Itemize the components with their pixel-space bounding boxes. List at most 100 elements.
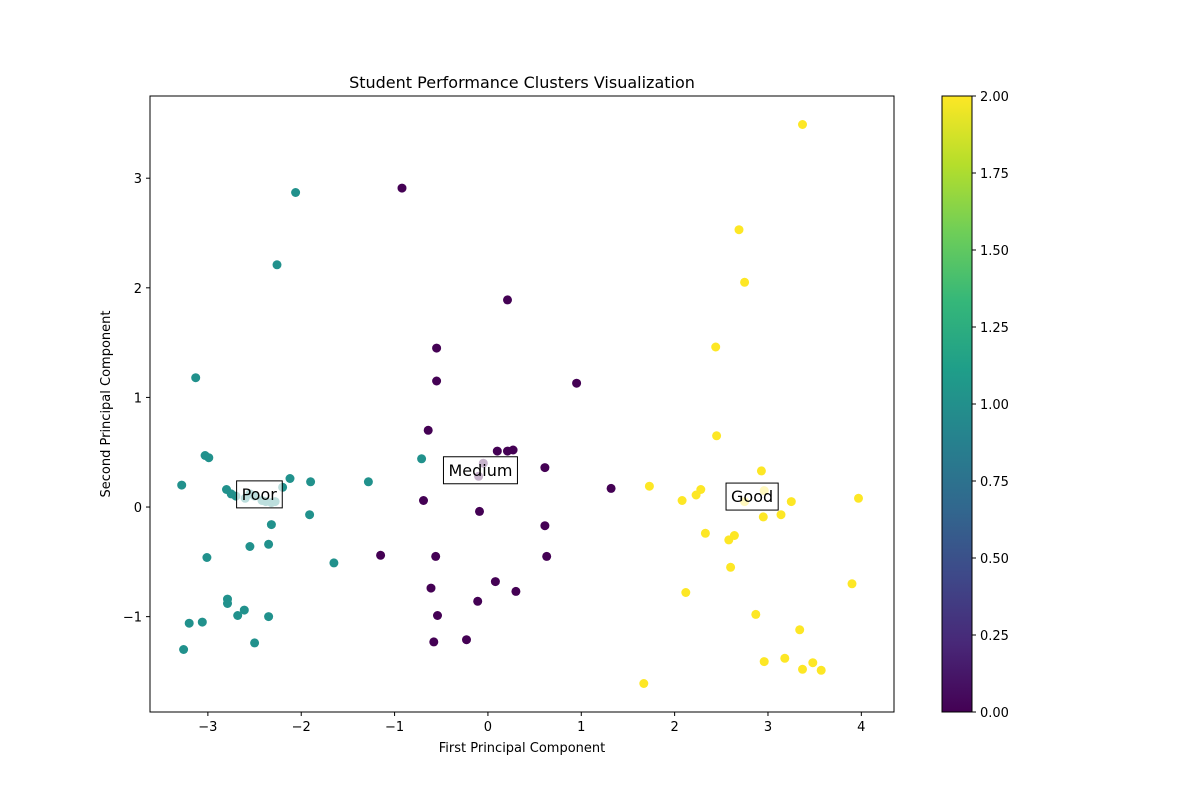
- data-point: [509, 446, 518, 455]
- data-point: [233, 611, 242, 620]
- data-point: [417, 454, 426, 463]
- data-point: [854, 494, 863, 503]
- x-tick-label: 3: [764, 720, 772, 735]
- data-point: [185, 619, 194, 628]
- data-point: [245, 542, 254, 551]
- data-point: [364, 477, 373, 486]
- chart-title: Student Performance Clusters Visualizati…: [349, 73, 695, 92]
- colorbar-tick-label: 0.25: [980, 629, 1009, 644]
- y-tick-label: 0: [134, 501, 142, 516]
- data-point: [701, 529, 710, 538]
- x-tick-label: 4: [857, 720, 865, 735]
- data-point: [398, 184, 407, 193]
- data-point: [424, 426, 433, 435]
- colorbar-tick-label: 0.50: [980, 552, 1009, 567]
- x-axis-label: First Principal Component: [439, 741, 606, 756]
- data-point: [250, 638, 259, 647]
- data-point: [848, 579, 857, 588]
- x-tick-label: 1: [577, 720, 585, 735]
- data-point: [306, 477, 315, 486]
- data-point: [639, 679, 648, 688]
- data-point: [726, 563, 735, 572]
- colorbar: 0.00 0.25 0.50 0.75 1.00 1.25 1.50 1.75 2.00: [942, 90, 1009, 721]
- data-point: [540, 521, 549, 530]
- data-point: [432, 377, 441, 386]
- x-tick-label: −3: [198, 720, 217, 735]
- data-point: [607, 484, 616, 493]
- colorbar-tick-label: 1.75: [980, 167, 1009, 182]
- data-point: [462, 635, 471, 644]
- data-point: [795, 625, 804, 634]
- data-point: [204, 453, 213, 462]
- colorbar-tick-label: 1.50: [980, 244, 1009, 259]
- data-point: [179, 645, 188, 654]
- data-point: [273, 260, 282, 269]
- data-point: [264, 540, 273, 549]
- annotations-layer: Poor Medium Good: [237, 457, 779, 510]
- data-point: [431, 552, 440, 561]
- plot-frame: [150, 96, 894, 712]
- plot-area: Poor Medium Good: [150, 96, 894, 712]
- x-axis: −3 −2 −1 0 1 2 3 4: [198, 712, 865, 735]
- data-point: [503, 295, 512, 304]
- data-point: [712, 431, 721, 440]
- y-tick-label: −1: [123, 611, 142, 626]
- y-tick-label: 1: [134, 391, 142, 406]
- x-tick-label: −2: [292, 720, 311, 735]
- data-point: [777, 510, 786, 519]
- data-point: [751, 610, 760, 619]
- x-tick-label: 0: [484, 720, 492, 735]
- data-point: [264, 612, 273, 621]
- points-layer: [177, 120, 863, 688]
- data-point: [572, 379, 581, 388]
- data-point: [645, 482, 654, 491]
- data-point: [540, 463, 549, 472]
- data-point: [198, 618, 207, 627]
- data-point: [223, 599, 232, 608]
- cluster-label: Good: [731, 487, 773, 506]
- colorbar-tick-label: 1.00: [980, 398, 1009, 413]
- data-point: [787, 497, 796, 506]
- data-point: [329, 558, 338, 567]
- cluster-annotation: Good: [726, 483, 778, 510]
- data-point: [511, 587, 520, 596]
- y-tick-label: 2: [134, 282, 142, 297]
- cluster-label: Poor: [242, 485, 278, 504]
- data-point: [432, 344, 441, 353]
- data-point: [286, 474, 295, 483]
- data-point: [493, 447, 502, 456]
- data-point: [491, 577, 500, 586]
- cluster-annotation: Poor: [237, 481, 283, 508]
- y-axis: −1 0 1 2 3: [123, 172, 150, 625]
- colorbar-tick-label: 1.25: [980, 321, 1009, 336]
- data-point: [740, 278, 749, 287]
- data-point: [177, 481, 186, 490]
- data-point: [267, 520, 276, 529]
- data-point: [692, 491, 701, 500]
- data-point: [759, 512, 768, 521]
- x-tick-label: −1: [385, 720, 404, 735]
- data-point: [711, 343, 720, 352]
- data-point: [429, 637, 438, 646]
- data-point: [798, 665, 807, 674]
- y-tick-label: 3: [134, 172, 142, 187]
- data-point: [542, 552, 551, 561]
- data-point: [305, 510, 314, 519]
- colorbar-tick-label: 2.00: [980, 90, 1009, 105]
- data-point: [427, 584, 436, 593]
- data-point: [757, 466, 766, 475]
- colorbar-ticks: 0.00 0.25 0.50 0.75 1.00 1.25 1.50 1.75 2.00: [972, 90, 1009, 721]
- cluster-annotation: Medium: [443, 457, 517, 484]
- cluster-label: Medium: [448, 461, 512, 480]
- data-point: [475, 507, 484, 516]
- colorbar-gradient: [942, 96, 972, 712]
- data-point: [808, 658, 817, 667]
- y-axis-label: Second Principal Component: [99, 311, 114, 498]
- x-tick-label: 2: [670, 720, 678, 735]
- colorbar-tick-label: 0.75: [980, 475, 1009, 490]
- data-point: [202, 553, 211, 562]
- colorbar-tick-label: 0.00: [980, 706, 1009, 721]
- data-point: [376, 551, 385, 560]
- data-point: [473, 597, 482, 606]
